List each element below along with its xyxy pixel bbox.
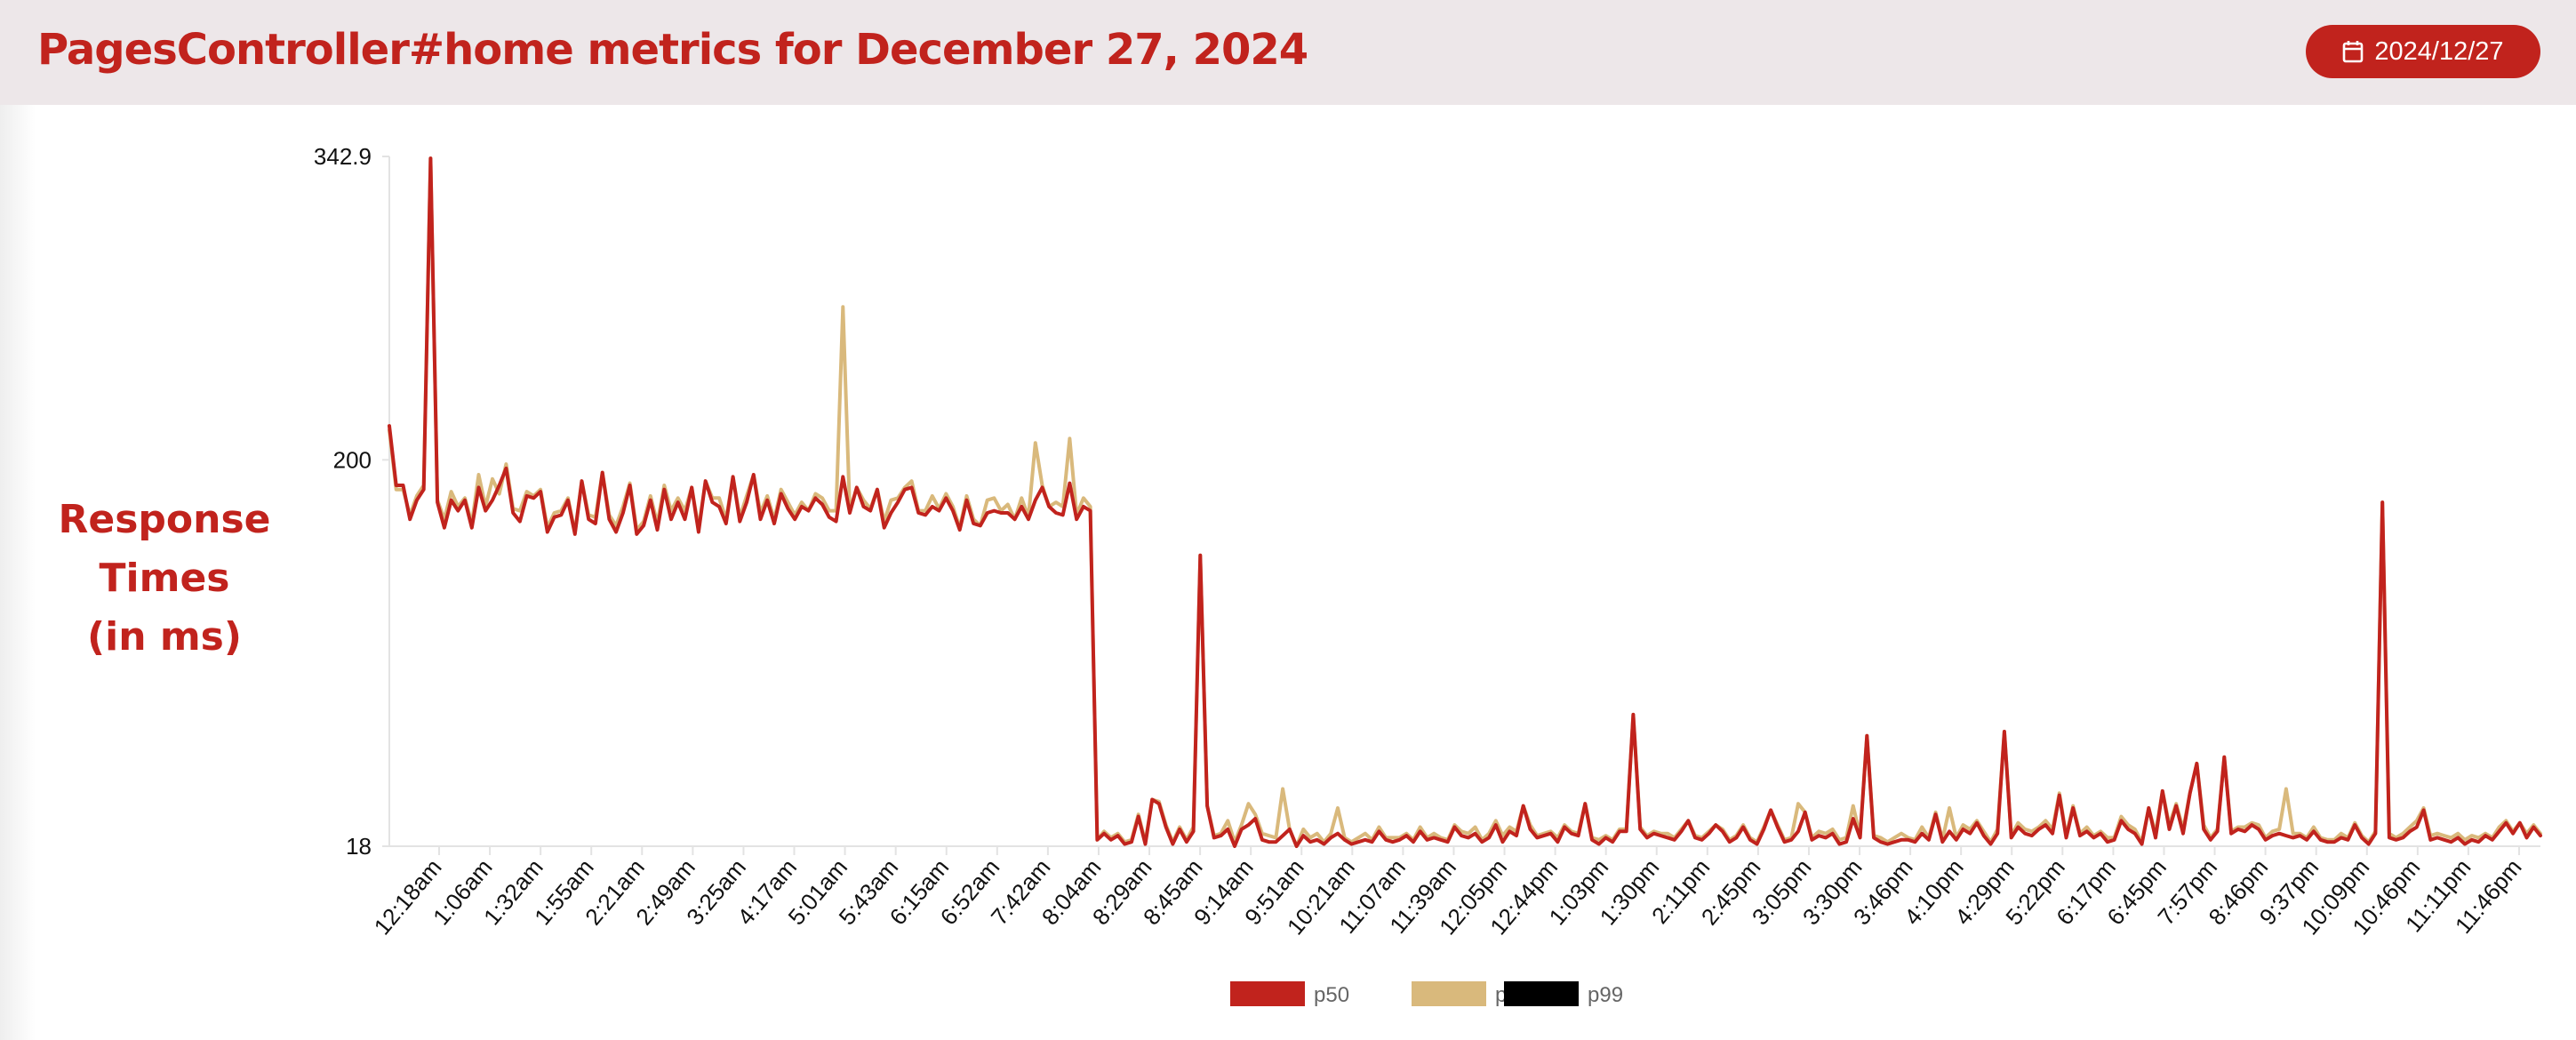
page-header: PagesController#home metrics for Decembe… bbox=[0, 0, 2576, 105]
left-edge-shadow bbox=[0, 105, 36, 1040]
y-tick-label: 18 bbox=[346, 833, 372, 860]
series-line-p50 bbox=[388, 156, 2542, 848]
legend-label-p50: p50 bbox=[1314, 983, 1349, 1007]
y-tick-label: 342.9 bbox=[314, 143, 372, 170]
y-axis-title-line: Times bbox=[99, 556, 230, 601]
legend-swatch-p99 bbox=[1504, 981, 1579, 1006]
legend-label-p99: p99 bbox=[1588, 983, 1623, 1007]
y-axis-title-line: Response bbox=[58, 497, 271, 542]
y-tick-label: 200 bbox=[333, 446, 372, 473]
y-axis-title: Response Times (in ms) bbox=[27, 491, 302, 667]
y-axis-title-line: (in ms) bbox=[87, 614, 242, 660]
x-tick-label: 12:18am bbox=[369, 854, 447, 940]
legend-swatch-p95 bbox=[1412, 981, 1486, 1006]
date-button-label: 2024/12/27 bbox=[2374, 36, 2504, 66]
legend-swatch-p50 bbox=[1230, 981, 1305, 1006]
calendar-icon bbox=[2342, 40, 2364, 63]
page-title: PagesController#home metrics for Decembe… bbox=[37, 25, 1308, 75]
date-picker-button[interactable]: 2024/12/27 bbox=[2306, 25, 2540, 78]
